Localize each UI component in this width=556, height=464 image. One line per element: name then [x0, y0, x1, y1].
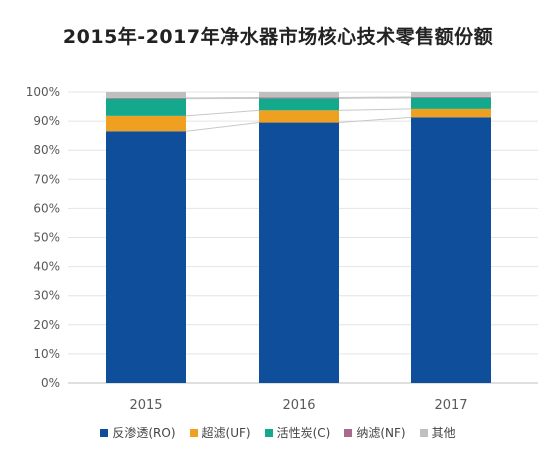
legend-swatch [419, 428, 428, 437]
y-tick-label: 80% [33, 143, 60, 157]
legend-label: 其他 [431, 426, 456, 440]
x-tick-label: 2015 [129, 398, 162, 413]
series-connector-line [338, 108, 412, 111]
series-connector-line [185, 122, 260, 132]
y-tick-label: 40% [33, 260, 60, 274]
bar-segment [411, 117, 491, 383]
bar-segment [259, 122, 339, 384]
chart-legend: 反渗透(RO) 超滤(UF) 活性炭(C) 纳滤(NF) 其他 [0, 424, 556, 441]
series-connector-line [338, 97, 412, 99]
bar-segment [411, 96, 491, 98]
legend-swatch [100, 428, 109, 437]
legend-swatch [264, 428, 273, 437]
legend-item: 其他 [419, 424, 456, 441]
y-tick-label: 30% [33, 289, 60, 303]
x-tick-label: 2017 [434, 398, 467, 413]
legend-item: 超滤(UF) [189, 424, 251, 441]
bar-segment [411, 97, 491, 109]
legend-label: 反渗透(RO) [112, 426, 176, 440]
y-tick-label: 50% [33, 231, 60, 245]
legend-swatch [344, 428, 353, 437]
legend-label: 超滤(UF) [201, 426, 251, 440]
bar-segment [106, 92, 186, 98]
legend-swatch [189, 428, 198, 437]
bar-segment [259, 98, 339, 111]
bar-segment [259, 97, 339, 99]
series-connector-line [338, 96, 412, 99]
legend-item: 活性炭(C) [264, 424, 331, 441]
bar-segment [411, 92, 491, 97]
legend-item: 纳滤(NF) [344, 424, 406, 441]
y-tick-label: 90% [33, 114, 60, 128]
bar-segment [411, 108, 491, 118]
y-tick-label: 20% [33, 318, 60, 332]
legend-label: 活性炭(C) [276, 426, 331, 440]
y-tick-label: 60% [33, 201, 60, 215]
bar-segment [259, 110, 339, 123]
y-tick-label: 100% [26, 85, 60, 99]
bar-segment [259, 92, 339, 98]
chart-title: 2015年-2017年净水器市场核心技术零售额份额 [62, 26, 494, 48]
x-tick-label: 2016 [282, 398, 315, 413]
series-connector-line [185, 109, 260, 117]
y-tick-label: 10% [33, 347, 60, 361]
legend-item: 反渗透(RO) [100, 424, 176, 441]
bar-segment [106, 115, 186, 132]
series-connector-line [338, 116, 412, 124]
bar-segment [106, 98, 186, 116]
bar-segment [106, 97, 186, 99]
y-tick-label: 0% [41, 376, 60, 390]
bar-segment [106, 131, 186, 383]
y-tick-label: 70% [33, 172, 60, 186]
legend-label: 纳滤(NF) [356, 426, 406, 440]
